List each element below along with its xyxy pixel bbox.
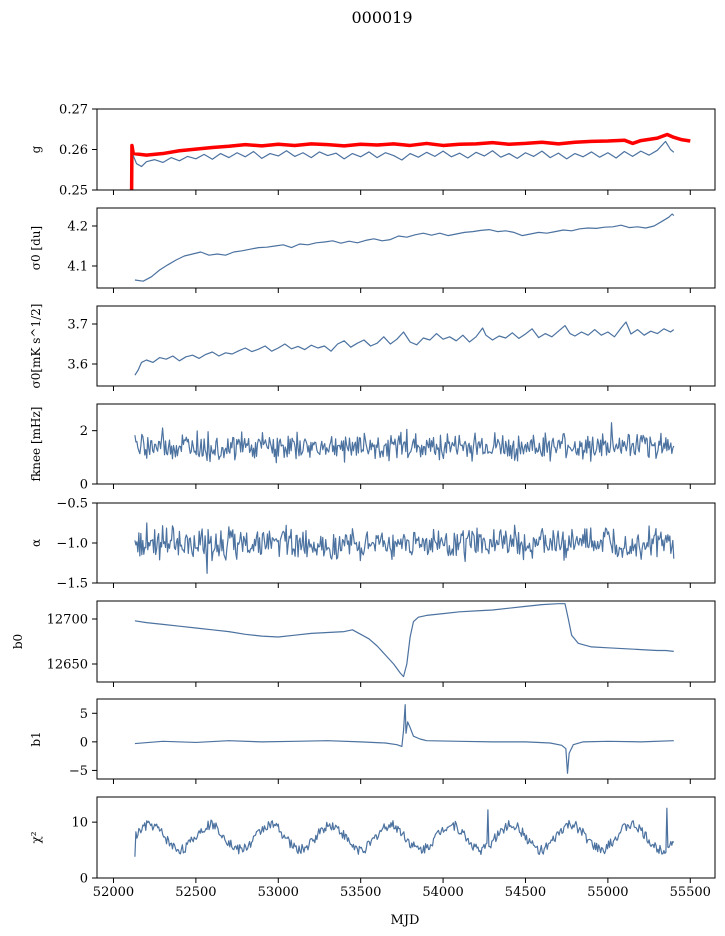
axes-frame: [96, 600, 716, 683]
series-line-0-1: [132, 140, 675, 168]
y-axis-label: g: [29, 145, 43, 153]
axes-frame: [96, 796, 716, 879]
y-axis-label: fknee [mHz]: [29, 407, 43, 482]
y-tick-label: −5: [69, 764, 88, 779]
x-tick-label: 55000: [587, 885, 628, 900]
panel-3: 0 2 fknee [mHz]: [29, 403, 716, 493]
panel-6: −5 0 5 b1: [29, 698, 716, 784]
y-tick-label: 3.7: [67, 318, 88, 333]
y-tick-label: 0: [80, 872, 88, 887]
y-tick-label: 4.2: [67, 220, 88, 235]
x-tick-label: 55500: [670, 885, 711, 900]
y-axis-label: b1: [29, 731, 43, 746]
panel-2: 3.6 3.7 σ0[mK s^1/2]: [29, 304, 716, 391]
series-line-3-0: [134, 422, 675, 464]
y-tick-label: 4.1: [67, 260, 88, 275]
y-tick-label: 0.26: [59, 143, 88, 158]
y-tick-label: 0: [80, 735, 88, 750]
y-axis-label: χ²: [29, 831, 43, 843]
panel-0: 0.25 0.26 0.27 g: [29, 103, 716, 199]
y-axis-label: σ0[mK s^1/2]: [29, 304, 43, 389]
panel-1: 4.1 4.2 σ0 [du]: [29, 207, 716, 293]
x-tick-label: 53500: [340, 885, 381, 900]
y-tick-label: 3.6: [67, 358, 88, 373]
y-tick-label: 5: [80, 707, 88, 722]
figure-title: 000019: [351, 8, 412, 27]
y-axis-label: σ0 [du]: [29, 226, 43, 270]
panel-7: 0 10 52000 52500 53000 53500 54000 54500 55000 55…: [29, 796, 716, 900]
series-line-0-0: [129, 132, 691, 190]
series-line-1-0: [134, 213, 675, 282]
y-axis-label: b0: [11, 634, 25, 649]
axes-frame: [96, 207, 716, 289]
axes-frame: [96, 305, 716, 387]
x-tick-label: 54500: [505, 885, 546, 900]
y-tick-label: 12700: [47, 613, 88, 628]
y-tick-label: 2: [80, 424, 88, 439]
axes-frame: [96, 403, 716, 485]
x-tick-label: 52500: [175, 885, 216, 900]
axes-frame: [96, 698, 716, 780]
panel-5: 12650 12700 b0: [11, 600, 716, 687]
y-tick-label: 10: [71, 816, 88, 831]
y-tick-label: 0.25: [59, 184, 88, 199]
series-line-4-0: [134, 522, 675, 574]
series-line-7-0: [134, 807, 675, 857]
x-axis-label: MJD: [391, 913, 420, 928]
x-tick-label: 52000: [93, 885, 134, 900]
panels: 0.25 0.26 0.27 g 4.1 4.2 σ0 [du] 3.6 3.7 σ0[mK s^…: [11, 103, 716, 900]
series-line-2-0: [134, 321, 675, 376]
y-axis-label: α: [29, 539, 43, 547]
x-tick-label: 53000: [258, 885, 299, 900]
y-tick-label: −1.0: [56, 537, 88, 552]
y-tick-label: 0.27: [59, 103, 88, 118]
y-tick-label: −0.5: [56, 497, 88, 512]
series-line-6-0: [134, 704, 674, 774]
x-tick-label: 54000: [422, 885, 463, 900]
series-line-5-0: [134, 603, 674, 678]
panel-4: −1.5 −1.0 −0.5 α: [29, 497, 716, 592]
y-tick-label: −1.5: [56, 577, 88, 592]
y-tick-label: 0: [80, 478, 88, 493]
y-tick-label: 12650: [47, 658, 88, 673]
